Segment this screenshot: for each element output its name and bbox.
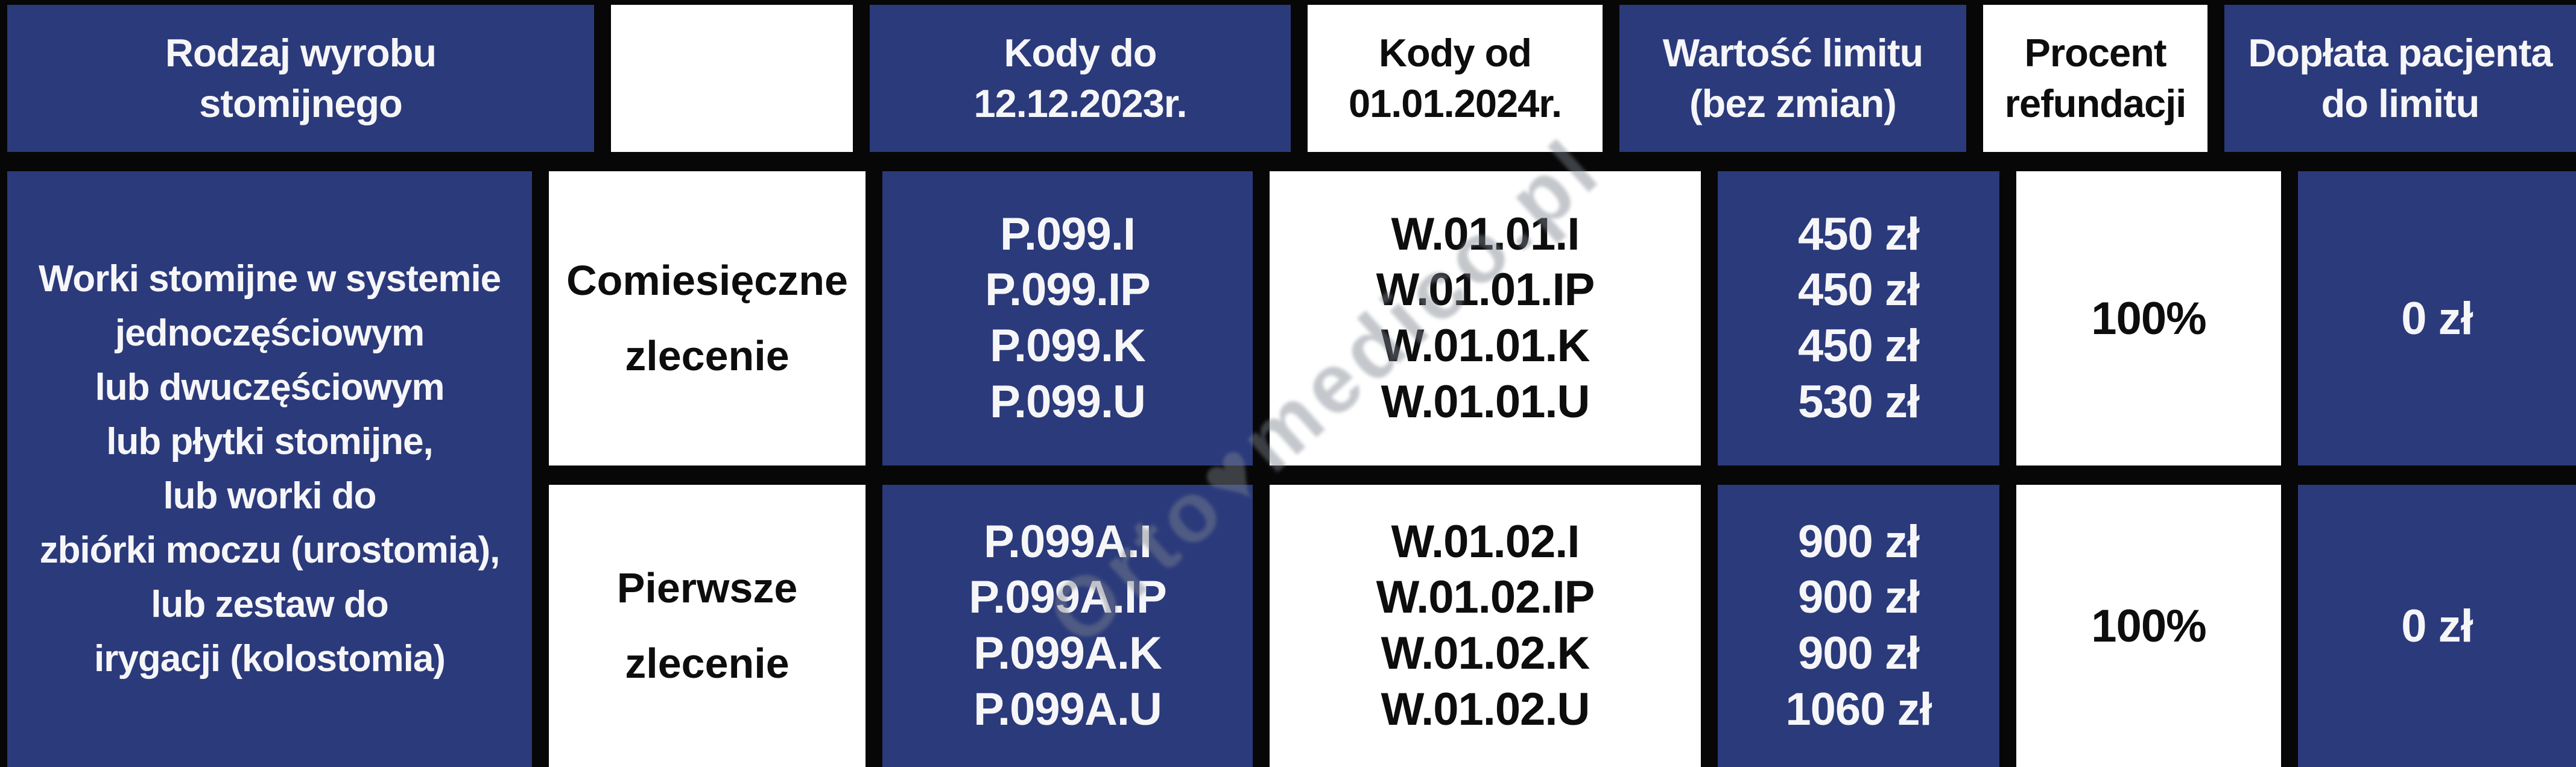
- header-limit-value: Wartość limitu (bez zmian): [1619, 5, 1966, 152]
- cell-row1-refund-percent: 100%: [2016, 171, 2281, 466]
- header-codes-from: Kody od 01.01.2024r.: [1308, 5, 1603, 152]
- header-blank: [611, 5, 853, 152]
- cell-row1-limit-values: 450 zł 450 zł 450 zł 530 zł: [1718, 171, 1999, 466]
- header-codes-until: Kody do 12.12.2023r.: [870, 5, 1291, 152]
- cell-row1-codes-new: W.01.01.I W.01.01.IP W.01.01.K W.01.01.U: [1270, 171, 1701, 466]
- cell-row2-codes-new: W.01.02.I W.01.02.IP W.01.02.K W.01.02.U: [1270, 485, 1701, 767]
- cell-row2-codes-old: P.099A.I P.099A.IP P.099A.K P.099A.U: [882, 485, 1253, 767]
- cell-row2-order-type: Pierwsze zlecenie: [549, 485, 866, 767]
- header-refund-percent: Procent refundacji: [1983, 5, 2207, 152]
- cell-row1-copay: 0 zł: [2298, 171, 2576, 466]
- cell-row2-refund-percent: 100%: [2016, 485, 2281, 767]
- cell-row1-order-type: Comiesięczne zlecenie: [549, 171, 866, 466]
- cell-row1-codes-old: P.099.I P.099.IP P.099.K P.099.U: [882, 171, 1253, 466]
- header-product-type: Rodzaj wyrobu stomijnego: [7, 5, 594, 152]
- header-patient-copay: Dopłata pacjenta do limitu: [2224, 5, 2576, 152]
- cell-product-description: Worki stomijne w systemie jednoczęściowy…: [7, 171, 532, 767]
- cell-row2-limit-values: 900 zł 900 zł 900 zł 1060 zł: [1718, 485, 1999, 767]
- cell-row2-copay: 0 zł: [2298, 485, 2576, 767]
